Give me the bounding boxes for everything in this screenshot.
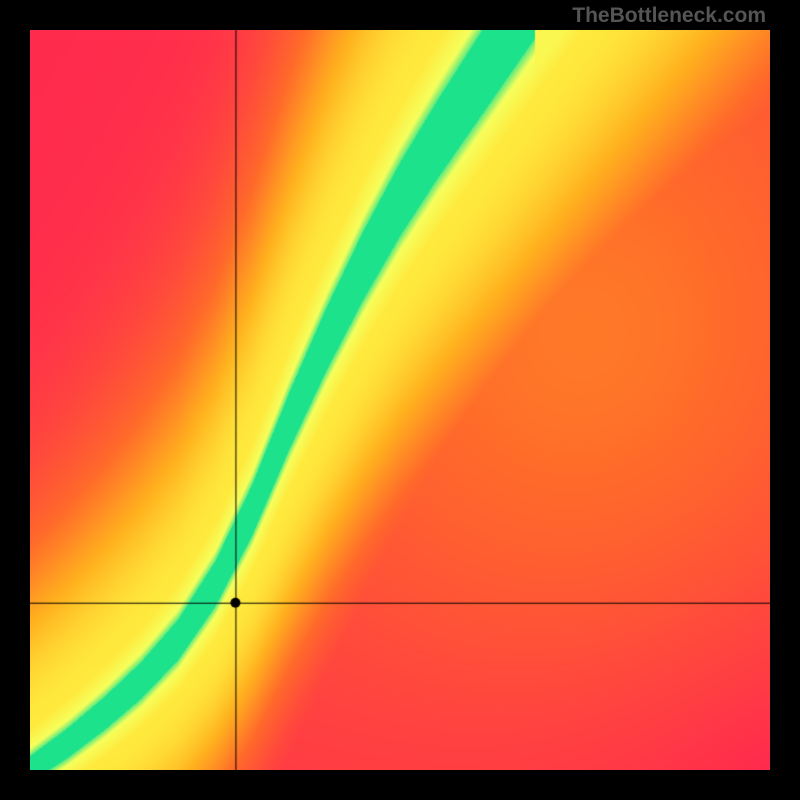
watermark-text: TheBottleneck.com: [572, 4, 766, 28]
chart-container: TheBottleneck.com: [0, 0, 800, 800]
heatmap-canvas: [30, 30, 770, 770]
heatmap-frame: [30, 30, 770, 770]
